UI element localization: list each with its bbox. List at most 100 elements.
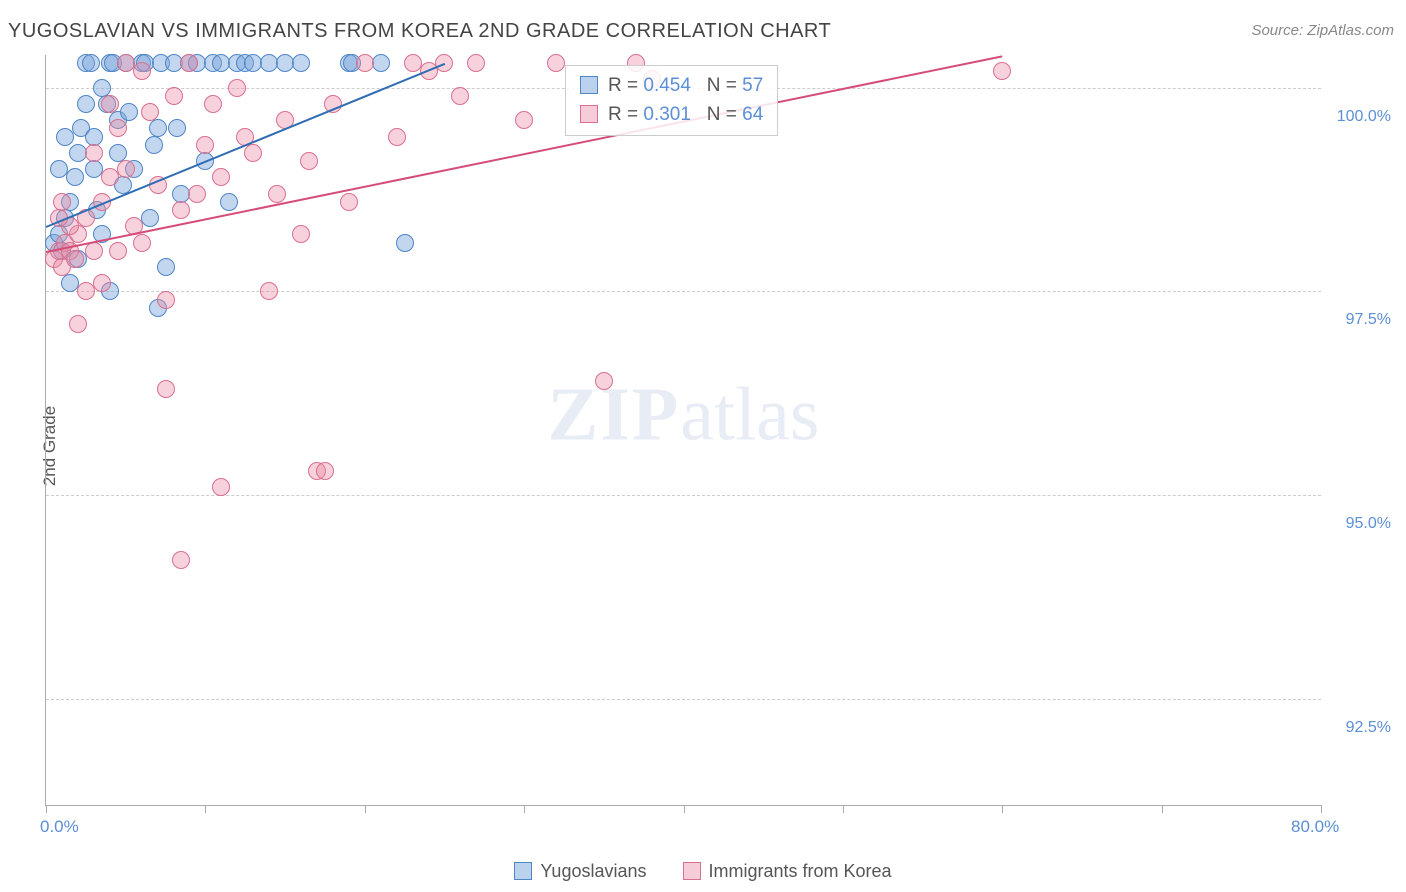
data-point <box>356 54 374 72</box>
legend-swatch-icon <box>683 862 701 880</box>
stat-r-value: 0.454 <box>643 75 691 96</box>
data-point <box>141 103 159 121</box>
data-point <box>292 54 310 72</box>
data-point <box>56 128 74 146</box>
legend-swatch-icon <box>580 105 598 123</box>
data-point <box>292 225 310 243</box>
data-point <box>172 201 190 219</box>
legend-label: Yugoslavians <box>540 861 646 881</box>
data-point <box>117 160 135 178</box>
watermark-bold: ZIP <box>548 373 681 457</box>
data-point <box>244 144 262 162</box>
data-point <box>77 282 95 300</box>
data-point <box>101 95 119 113</box>
legend-swatch-icon <box>580 76 598 94</box>
x-tick <box>365 805 366 813</box>
data-point <box>85 128 103 146</box>
data-point <box>66 250 84 268</box>
legend-label: Immigrants from Korea <box>709 861 892 881</box>
data-point <box>515 111 533 129</box>
stat-row: R = 0.454 N = 57 <box>580 72 763 101</box>
data-point <box>109 119 127 137</box>
data-point <box>388 128 406 146</box>
data-point <box>165 87 183 105</box>
data-point <box>268 185 286 203</box>
stat-n-value: 57 <box>742 75 763 96</box>
data-point <box>53 193 71 211</box>
data-point <box>180 54 198 72</box>
x-tick-label: 80.0% <box>1291 817 1339 837</box>
plot-area: ZIPatlas 92.5%95.0%97.5%100.0%0.0%80.0% <box>45 55 1321 806</box>
x-tick <box>1321 805 1322 813</box>
data-point <box>66 168 84 186</box>
data-point <box>157 291 175 309</box>
x-tick <box>205 805 206 813</box>
chart-title: YUGOSLAVIAN VS IMMIGRANTS FROM KOREA 2ND… <box>8 20 831 43</box>
data-point <box>396 234 414 252</box>
stat-n-label: N = <box>707 104 742 125</box>
y-tick-label: 92.5% <box>1346 719 1391 737</box>
legend-swatch-icon <box>514 862 532 880</box>
data-point <box>133 62 151 80</box>
data-point <box>168 119 186 137</box>
data-point <box>188 185 206 203</box>
data-point <box>260 282 278 300</box>
stat-row: R = 0.301 N = 64 <box>580 101 763 130</box>
data-point <box>157 258 175 276</box>
data-point <box>109 144 127 162</box>
y-tick-label: 100.0% <box>1337 108 1391 126</box>
data-point <box>212 168 230 186</box>
x-tick <box>684 805 685 813</box>
data-point <box>93 274 111 292</box>
data-point <box>196 136 214 154</box>
source-label: Source: ZipAtlas.com <box>1251 22 1394 39</box>
data-point <box>145 136 163 154</box>
stat-r-label: R = <box>608 75 643 96</box>
legend-item: Yugoslavians <box>514 861 646 882</box>
data-point <box>372 54 390 72</box>
y-gridline <box>46 699 1321 700</box>
x-tick <box>1162 805 1163 813</box>
y-tick-label: 97.5% <box>1346 311 1391 329</box>
watermark-rest: atlas <box>680 373 819 457</box>
y-gridline <box>46 291 1321 292</box>
data-point <box>220 193 238 211</box>
data-point <box>204 95 222 113</box>
data-point <box>93 79 111 97</box>
data-point <box>133 234 151 252</box>
data-point <box>316 462 334 480</box>
data-point <box>50 160 68 178</box>
data-point <box>451 87 469 105</box>
stat-box: R = 0.454 N = 57R = 0.301 N = 64 <box>565 65 778 136</box>
data-point <box>117 54 135 72</box>
data-point <box>149 119 167 137</box>
y-gridline <box>46 495 1321 496</box>
data-point <box>212 478 230 496</box>
x-tick <box>524 805 525 813</box>
legend: Yugoslavians Immigrants from Korea <box>0 861 1406 882</box>
stat-r-label: R = <box>608 104 643 125</box>
data-point <box>340 193 358 211</box>
y-tick-label: 95.0% <box>1346 515 1391 533</box>
data-point <box>993 62 1011 80</box>
data-point <box>547 54 565 72</box>
data-point <box>300 152 318 170</box>
stat-r-value: 0.301 <box>643 104 691 125</box>
data-point <box>109 242 127 260</box>
chart-container: YUGOSLAVIAN VS IMMIGRANTS FROM KOREA 2ND… <box>0 0 1406 892</box>
trend-line <box>46 55 1003 253</box>
data-point <box>228 79 246 97</box>
data-point <box>77 95 95 113</box>
stat-n-label: N = <box>707 75 742 96</box>
watermark: ZIPatlas <box>548 372 820 459</box>
x-tick <box>46 805 47 813</box>
data-point <box>85 144 103 162</box>
data-point <box>595 372 613 390</box>
data-point <box>69 315 87 333</box>
x-tick <box>843 805 844 813</box>
data-point <box>120 103 138 121</box>
x-tick-label: 0.0% <box>40 817 79 837</box>
data-point <box>172 551 190 569</box>
stat-n-value: 64 <box>742 104 763 125</box>
data-point <box>467 54 485 72</box>
